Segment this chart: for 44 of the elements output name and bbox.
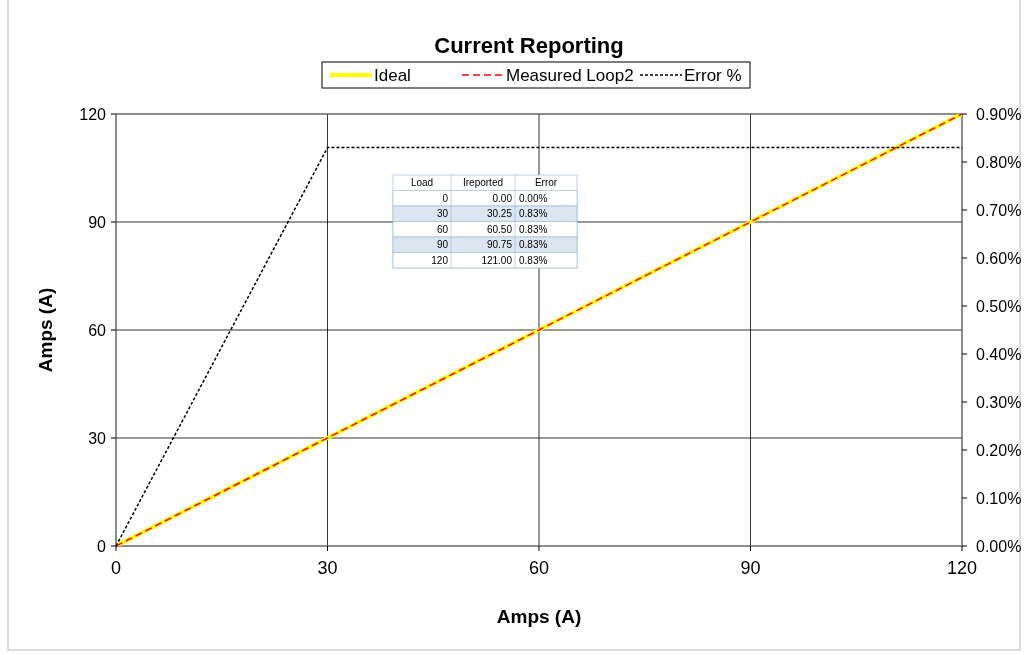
annotation: Error <box>534 177 558 188</box>
x-tick-label: 0 <box>110 558 122 578</box>
annotation: 120 <box>431 254 449 266</box>
legend-label: Ideal <box>374 66 411 85</box>
annotation: 0.83% <box>519 223 548 235</box>
x-tick-label: 30 <box>317 558 338 578</box>
annotation: 60 <box>436 223 449 235</box>
annotation: 60.50 <box>486 223 513 235</box>
annotation: 30 <box>436 208 449 219</box>
x-axis-title: Amps (A) <box>496 606 582 627</box>
annotation: 90.75 <box>486 239 513 250</box>
y2-tick-label: 0.70% <box>976 202 1022 219</box>
y-tick-label: 30 <box>88 430 107 447</box>
annotation: 0.83% <box>519 208 548 219</box>
x-tick-label: 90 <box>740 558 761 578</box>
legend-label: Error % <box>684 66 742 85</box>
y2-tick-label: 0.50% <box>976 298 1022 315</box>
y2-tick-label: 0.30% <box>976 394 1022 411</box>
y2-tick-label: 0.60% <box>976 250 1022 267</box>
annotation: 30.25 <box>486 208 513 219</box>
annotation: 0.83% <box>519 254 548 266</box>
y2-tick-label: 0.00% <box>976 538 1022 555</box>
x-tick-label: 120 <box>946 558 978 578</box>
legend-label: Measured Loop2 <box>506 66 634 85</box>
y-tick-label: 60 <box>88 322 107 339</box>
y-tick-label: 0 <box>97 538 107 555</box>
y2-tick-label: 0.20% <box>976 442 1022 459</box>
annotation: 90 <box>436 239 449 250</box>
y-axis-title: Amps (A) <box>35 287 56 373</box>
annotation: 121.00 <box>481 254 513 266</box>
y2-tick-label: 0.40% <box>976 346 1022 363</box>
y2-tick-label: 0.90% <box>976 106 1022 123</box>
annotation: 0 <box>442 192 449 204</box>
annotation: 0.00 <box>492 192 513 204</box>
annotation: Load <box>410 177 434 188</box>
annotation: Ireported <box>462 177 504 188</box>
y-tick-label: 90 <box>88 214 107 231</box>
y2-tick-label: 0.10% <box>976 490 1022 507</box>
chart-title: Current Reporting <box>434 33 624 58</box>
y2-tick-label: 0.80% <box>976 154 1022 171</box>
x-tick-label: 60 <box>528 558 550 578</box>
annotation: 0.00% <box>519 192 548 204</box>
annotation: 0.83% <box>519 239 548 250</box>
y-tick-label: 120 <box>79 106 107 123</box>
